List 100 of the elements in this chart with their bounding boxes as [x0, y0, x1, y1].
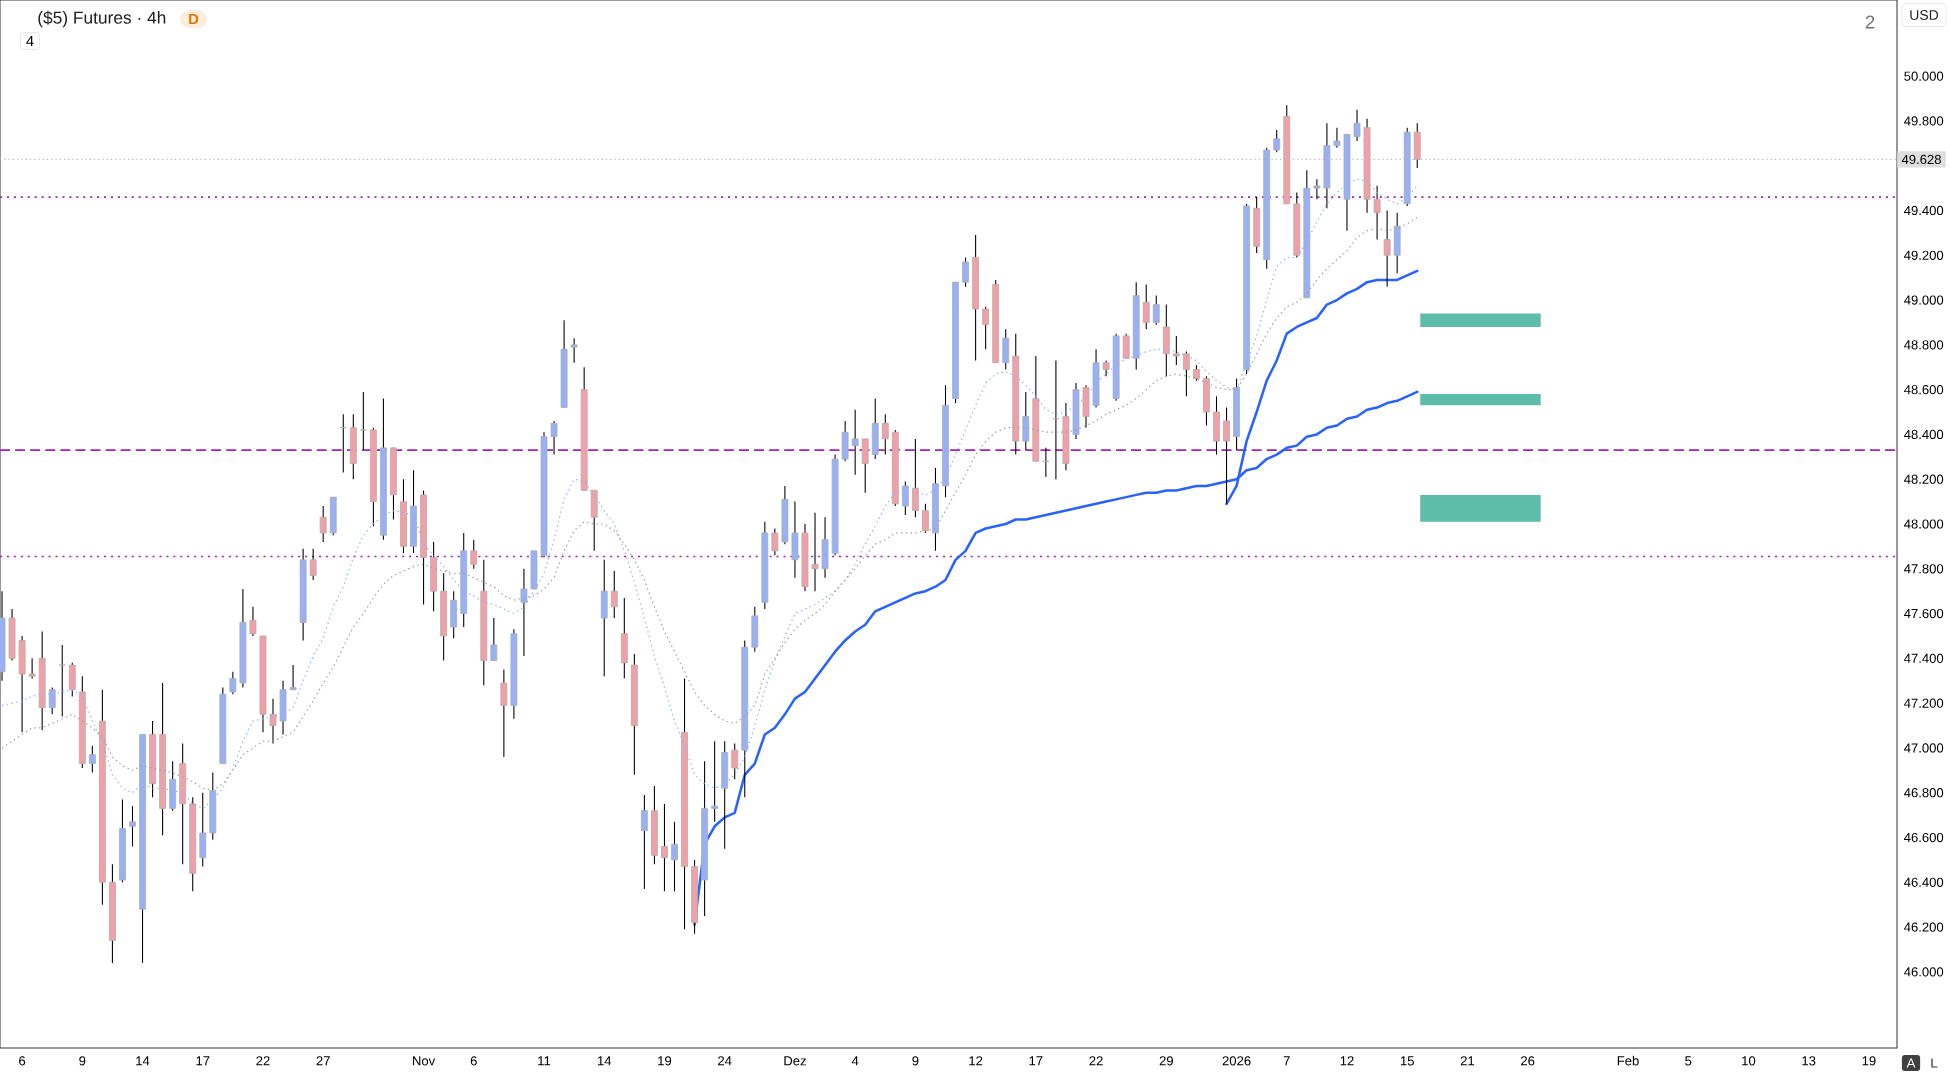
y-tick-label: 46.200: [1904, 922, 1944, 932]
y-tick-label: 46.000: [1904, 967, 1944, 977]
y-tick-label: 46.400: [1904, 877, 1944, 887]
text: ($5) Futures · 4h: [38, 10, 166, 28]
x-tick-label: 13: [1802, 1056, 1816, 1066]
candlestick: [962, 256, 969, 288]
y-tick-label: 49.000: [1904, 295, 1944, 305]
candlestick: [1383, 209, 1391, 288]
annotation: 2: [1865, 15, 1875, 29]
candlestick: [1313, 178, 1321, 200]
x-tick-label: Feb: [1617, 1055, 1639, 1066]
candlestick: [48, 686, 56, 715]
x-tick-label: Nov: [413, 1056, 436, 1066]
x-tick-label: 9: [912, 1056, 919, 1066]
y-tick-label: 47.200: [1904, 698, 1944, 708]
annotation: D: [189, 13, 199, 25]
y-tick-label: 47.000: [1904, 743, 1944, 753]
candlestick: [982, 306, 990, 350]
text: L: [1931, 1058, 1938, 1068]
candlestick: [731, 742, 739, 780]
y-tick-label: 47.400: [1904, 653, 1944, 663]
candlestick: [570, 337, 578, 364]
candlestick: [229, 671, 237, 695]
candlestick: [901, 480, 909, 516]
y-tick-label: 49.200: [1904, 250, 1944, 260]
x-tick-label: 17: [1029, 1056, 1043, 1066]
candlestick: [58, 644, 66, 718]
x-tick-label: 10: [1742, 1056, 1756, 1066]
candlestick: [671, 821, 678, 892]
candlestick: [359, 391, 367, 451]
x-tick-label: 6: [470, 1056, 477, 1066]
candlestick: [771, 527, 779, 556]
x-tick-label: 29: [1159, 1056, 1173, 1066]
candlestick: [520, 568, 528, 657]
candlestick: [470, 539, 478, 570]
candlestick: [911, 438, 919, 518]
x-tick-label: 7: [1283, 1056, 1290, 1066]
y-tick-label: 48.400: [1904, 429, 1944, 440]
x-tick-label: 5: [1685, 1056, 1692, 1066]
x-tick-label: 19: [658, 1056, 672, 1066]
candlestick: [249, 606, 257, 637]
y-tick-label: 47.600: [1904, 608, 1944, 619]
candlestick: [1373, 185, 1381, 241]
y-tick-label: 49.800: [1904, 116, 1944, 126]
x-tick-label: 9: [79, 1056, 86, 1066]
candlestick: [88, 745, 96, 774]
y-tick-label: 46.800: [1904, 788, 1944, 798]
candlestick: [1353, 109, 1361, 142]
x-tick-label: 6: [19, 1056, 26, 1066]
y-tick-label: 48.600: [1904, 385, 1944, 395]
x-tick-label: 2026: [1222, 1056, 1251, 1066]
candlestick: [881, 413, 889, 456]
candlestick: [289, 664, 297, 691]
ref-line-label: 49.628: [1901, 154, 1941, 165]
candlestick: [610, 570, 618, 619]
annotation: 4: [26, 35, 34, 47]
candlestick: [922, 503, 929, 534]
candlestick: [661, 803, 668, 892]
candlestick: [490, 617, 498, 662]
candlestick: [129, 805, 136, 847]
x-tick-label: 24: [718, 1056, 732, 1066]
candlestick: [1273, 129, 1281, 153]
candlestick: [1223, 407, 1230, 505]
x-tick-label: 17: [196, 1056, 210, 1066]
candlestick: [1152, 295, 1160, 326]
y-tick-label: 47.800: [1904, 564, 1944, 574]
x-tick-label: 15: [1400, 1056, 1414, 1066]
candlestick: [851, 409, 859, 476]
y-tick-label: 48.000: [1904, 519, 1944, 529]
y-axis-title: USD: [1910, 10, 1939, 20]
y-tick-label: 46.600: [1904, 832, 1944, 843]
candlestick: [1182, 351, 1190, 397]
candlestick: [319, 505, 327, 543]
x-tick-label: 22: [256, 1056, 270, 1066]
candlestick: [1142, 283, 1150, 330]
candlestick: [269, 698, 277, 744]
x-tick-label: 27: [316, 1056, 330, 1066]
y-tick-label: 49.400: [1904, 205, 1944, 216]
candlestick: [1333, 127, 1341, 149]
candlestick: [1122, 333, 1130, 359]
candlestick: [640, 794, 648, 890]
x-tick-label: Dez: [784, 1056, 806, 1066]
candlestick: [309, 548, 317, 581]
candlestick: [1172, 335, 1180, 366]
candlestick: [500, 669, 508, 758]
x-tick-label: 11: [538, 1056, 551, 1066]
x-tick-label: 12: [969, 1056, 983, 1066]
x-tick-label: 4: [851, 1056, 859, 1066]
x-tick-label: 14: [136, 1056, 150, 1066]
x-tick-label: 21: [1460, 1056, 1475, 1066]
x-tick-label: 22: [1089, 1056, 1103, 1066]
y-tick-label: 48.800: [1904, 340, 1944, 350]
x-tick-label: 14: [597, 1056, 612, 1066]
y-tick-label: 48.200: [1904, 474, 1944, 484]
x-tick-label: 19: [1862, 1056, 1876, 1066]
x-tick-label: 12: [1340, 1056, 1354, 1066]
x-tick-label: 26: [1521, 1056, 1535, 1066]
candlestick: [28, 657, 36, 680]
text: A: [1906, 1058, 1916, 1068]
candlestick: [550, 420, 558, 456]
